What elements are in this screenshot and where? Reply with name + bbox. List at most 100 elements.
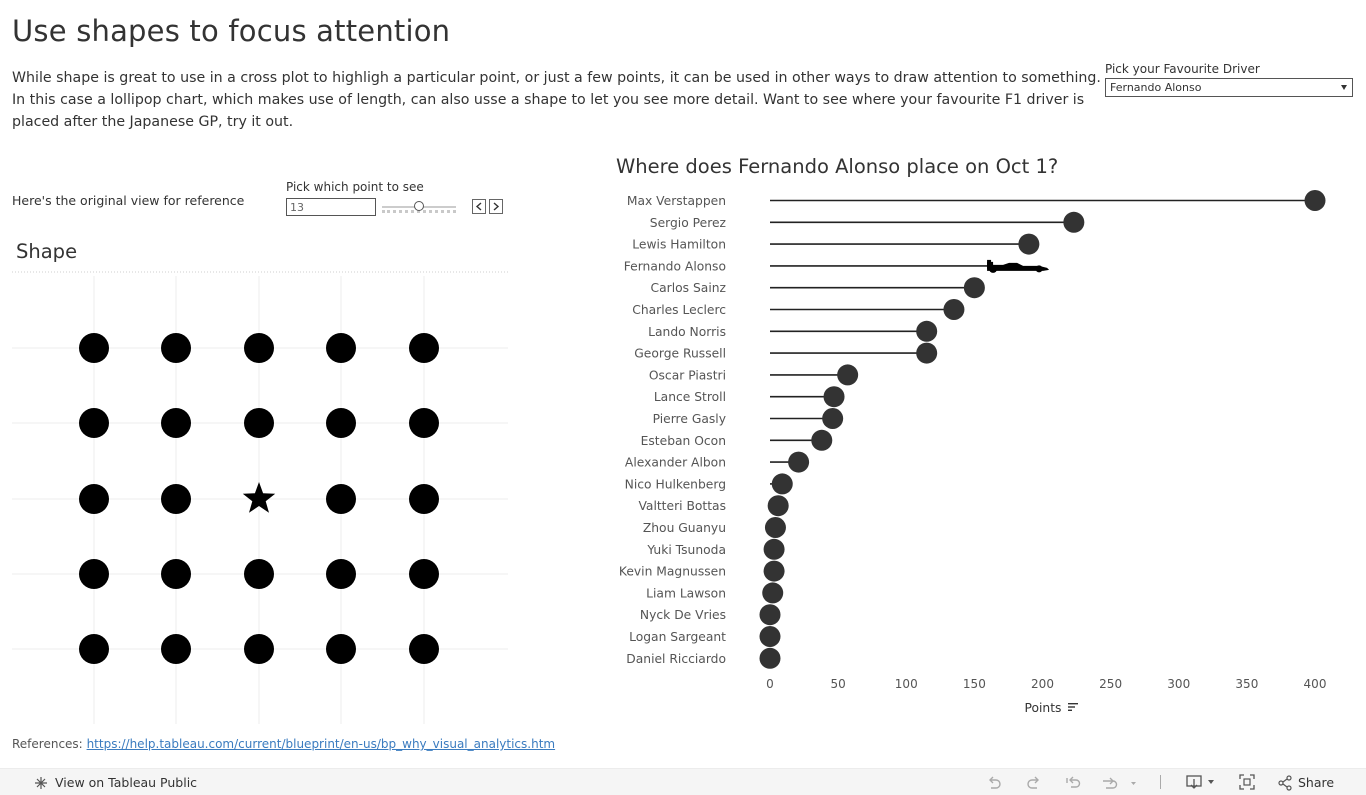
shape-point	[161, 484, 191, 514]
point-input[interactable]: 13	[286, 198, 376, 216]
driver-label: Sergio Perez	[650, 216, 726, 230]
x-tick-label: 350	[1235, 677, 1258, 691]
driver-label: Carlos Sainz	[651, 281, 726, 295]
driver-label: Lance Stroll	[654, 390, 726, 404]
toolbar-divider	[1160, 775, 1161, 789]
star-icon	[242, 482, 276, 513]
driver-label: Max Verstappen	[627, 194, 726, 208]
shape-point	[244, 333, 274, 363]
lollipop-dot	[822, 408, 844, 429]
x-axis-label: Points	[1025, 701, 1062, 715]
driver-label: Nyck De Vries	[640, 608, 726, 622]
lollipop-dot	[788, 451, 810, 473]
shape-point	[326, 634, 356, 664]
shape-point	[161, 408, 191, 438]
f1-car-icon	[987, 259, 1050, 273]
references-label: References:	[12, 737, 83, 751]
x-tick-label: 150	[963, 677, 986, 691]
shape-point	[409, 634, 439, 664]
fullscreen-icon[interactable]	[1239, 774, 1255, 790]
page-title: Use shapes to focus attention	[12, 14, 451, 48]
lollipop-dot	[767, 495, 789, 517]
driver-label: Esteban Ocon	[641, 434, 726, 448]
chart-title: Where does Fernando Alonso place on Oct …	[616, 155, 1059, 178]
lollipop-dot	[759, 647, 781, 669]
description-line: In this case a lollipop chart, which mak…	[12, 92, 1085, 108]
shape-point	[244, 408, 274, 438]
shape-point	[79, 559, 109, 589]
driver-label: Nico Hulkenberg	[625, 477, 726, 491]
driver-label: Fernando Alonso	[624, 259, 726, 273]
chevron-right-icon	[493, 202, 500, 211]
driver-label: Valtteri Bottas	[638, 499, 726, 513]
shape-point	[326, 408, 356, 438]
lollipop-dot	[764, 517, 786, 538]
driver-label: Logan Sargeant	[629, 630, 726, 644]
driver-label: Zhou Guanyu	[643, 521, 726, 535]
driver-filter: Pick your Favourite Driver Fernando Alon…	[1105, 62, 1353, 97]
driver-label: Alexander Albon	[625, 456, 726, 470]
revert-icon[interactable]	[1065, 775, 1081, 791]
lollipop-dot	[759, 626, 781, 647]
shape-point	[79, 484, 109, 514]
shape-point	[244, 559, 274, 589]
previous-point-button[interactable]	[472, 199, 486, 214]
x-tick-label: 0	[766, 677, 774, 691]
redo-icon[interactable]	[1026, 775, 1042, 791]
lollipop-dot	[811, 429, 833, 451]
tableau-public-icon[interactable]	[34, 776, 48, 790]
lollipop-dot	[763, 538, 785, 560]
driver-label: Charles Leclerc	[632, 303, 726, 317]
page-description: While shape is great to use in a cross p…	[12, 67, 1101, 133]
lollipop-dot	[943, 299, 965, 320]
view-on-tableau-public-link[interactable]: View on Tableau Public	[55, 775, 198, 790]
shape-point	[161, 634, 191, 664]
lollipop-dot	[823, 386, 845, 408]
shape-point	[161, 559, 191, 589]
shape-point	[161, 333, 191, 363]
x-tick-label: 300	[1167, 677, 1190, 691]
x-tick-label: 400	[1304, 677, 1327, 691]
lollipop-dot	[1304, 190, 1326, 211]
shape-point	[79, 333, 109, 363]
shape-view: Shape	[12, 234, 508, 724]
lollipop-dot	[916, 320, 938, 342]
lollipop-dot	[1063, 211, 1085, 233]
shape-point	[326, 484, 356, 514]
driver-select[interactable]: Fernando Alonso	[1105, 78, 1353, 97]
driver-filter-label: Pick your Favourite Driver	[1105, 62, 1260, 76]
dropdown-arrow-icon[interactable]	[1341, 85, 1347, 90]
lollipop-dot	[762, 582, 784, 604]
x-tick-label: 50	[830, 677, 845, 691]
shape-view-title: Shape	[16, 240, 78, 263]
share-icon[interactable]	[1277, 775, 1293, 791]
shape-point	[79, 634, 109, 664]
shape-point	[326, 333, 356, 363]
point-parameter-label: Pick which point to see	[286, 180, 424, 194]
description-line: placed after the Japanese GP, try it out…	[12, 114, 294, 130]
driver-label: Liam Lawson	[646, 586, 726, 600]
lollipop-dot	[1018, 233, 1040, 255]
lollipop-dot	[837, 364, 859, 386]
driver-label: Lando Norris	[648, 325, 726, 339]
next-point-button[interactable]	[489, 199, 503, 214]
driver-label: Kevin Magnussen	[619, 565, 726, 579]
lollipop-dot	[916, 342, 938, 364]
undo-icon[interactable]	[986, 775, 1002, 791]
lollipop-chart: Max Verstappen Sergio Perez Lewis Hamilton…	[619, 190, 1327, 715]
shape-point	[79, 408, 109, 438]
share-button[interactable]: Share	[1298, 775, 1335, 790]
point-slider-thumb[interactable]	[414, 201, 424, 211]
point-parameter: Pick which point to see 13	[286, 180, 516, 216]
sort-descending-icon[interactable]	[1068, 702, 1078, 712]
shape-point	[409, 333, 439, 363]
download-icon[interactable]	[1186, 774, 1218, 790]
driver-select-value: Fernando Alonso	[1110, 81, 1202, 94]
refresh-icon[interactable]	[1100, 775, 1136, 791]
point-slider-ticks	[382, 210, 456, 213]
lollipop-dot	[963, 277, 985, 299]
lollipop-dot	[763, 560, 785, 582]
lollipop-dot	[771, 473, 793, 495]
references-link[interactable]: https://help.tableau.com/current/bluepri…	[86, 737, 556, 751]
shape-point	[409, 408, 439, 438]
